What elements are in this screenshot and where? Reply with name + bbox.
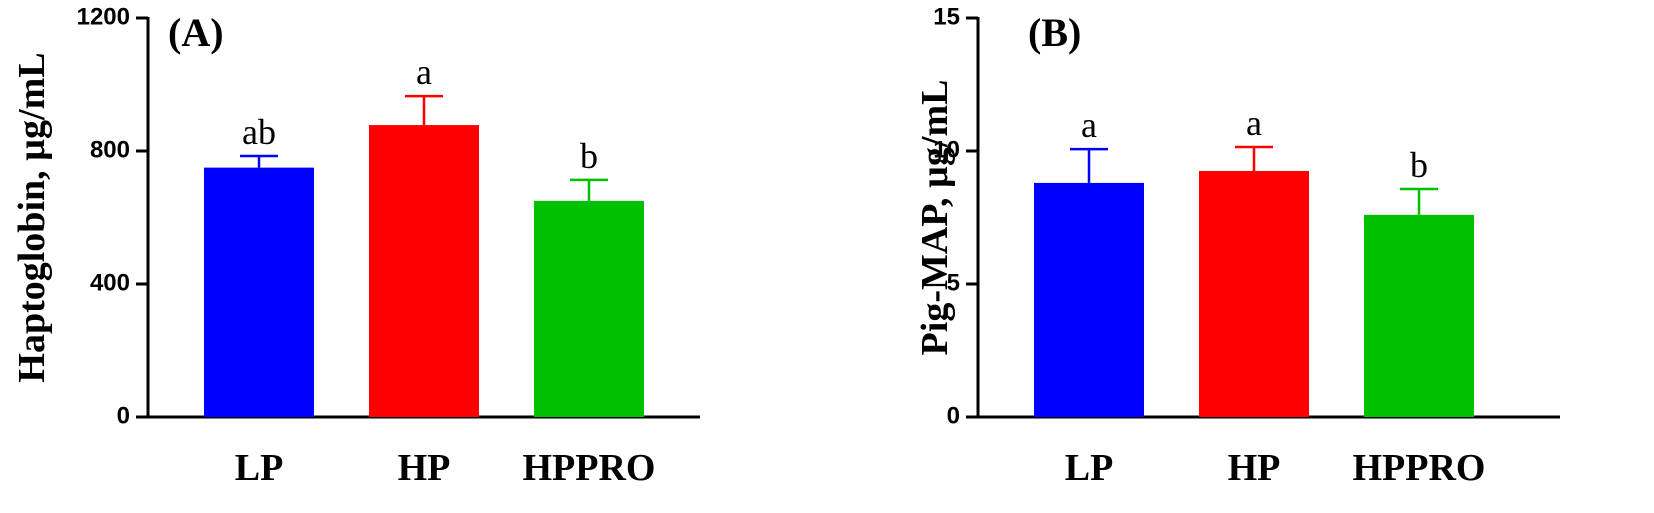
y-tick-label: 0 bbox=[117, 402, 130, 429]
y-tick-label: 15 bbox=[933, 3, 960, 30]
y-tick-label: 10 bbox=[933, 136, 960, 163]
significance-letter: a bbox=[416, 52, 432, 92]
error-bar bbox=[570, 178, 608, 201]
error-bar bbox=[405, 94, 443, 126]
y-tick-label: 1200 bbox=[77, 3, 130, 30]
significance-letter: b bbox=[1410, 145, 1428, 185]
bar bbox=[369, 125, 479, 417]
x-tick-label: LP bbox=[1065, 447, 1114, 489]
y-axis-label: Haptoglobin, µg/mL bbox=[11, 52, 53, 382]
y-tick-label: 0 bbox=[947, 402, 960, 429]
significance-letter: a bbox=[1246, 103, 1262, 143]
panel-label: (B) bbox=[1028, 10, 1081, 55]
bar bbox=[534, 200, 644, 417]
panel-label: (A) bbox=[168, 10, 224, 55]
x-tick-label: LP bbox=[235, 447, 284, 489]
y-tick-label: 5 bbox=[947, 269, 960, 296]
y-tick-label: 400 bbox=[90, 269, 130, 296]
significance-letter: ab bbox=[242, 112, 276, 152]
y-tick-label: 800 bbox=[90, 136, 130, 163]
error-bar bbox=[1235, 145, 1273, 171]
significance-letter: b bbox=[580, 136, 598, 176]
x-tick-label: HPPRO bbox=[523, 447, 656, 489]
significance-letter: a bbox=[1081, 105, 1097, 145]
error-bar bbox=[1400, 187, 1438, 215]
bar bbox=[1034, 182, 1144, 417]
bar bbox=[204, 167, 314, 417]
x-tick-label: HP bbox=[398, 447, 451, 489]
x-tick-label: HP bbox=[1228, 447, 1281, 489]
error-bar bbox=[1070, 147, 1108, 183]
error-bar bbox=[240, 154, 278, 168]
bar bbox=[1199, 170, 1309, 417]
x-tick-label: HPPRO bbox=[1353, 447, 1486, 489]
bar bbox=[1364, 214, 1474, 417]
y-axis-label: Pig-MAP, µg/mL bbox=[914, 80, 956, 356]
